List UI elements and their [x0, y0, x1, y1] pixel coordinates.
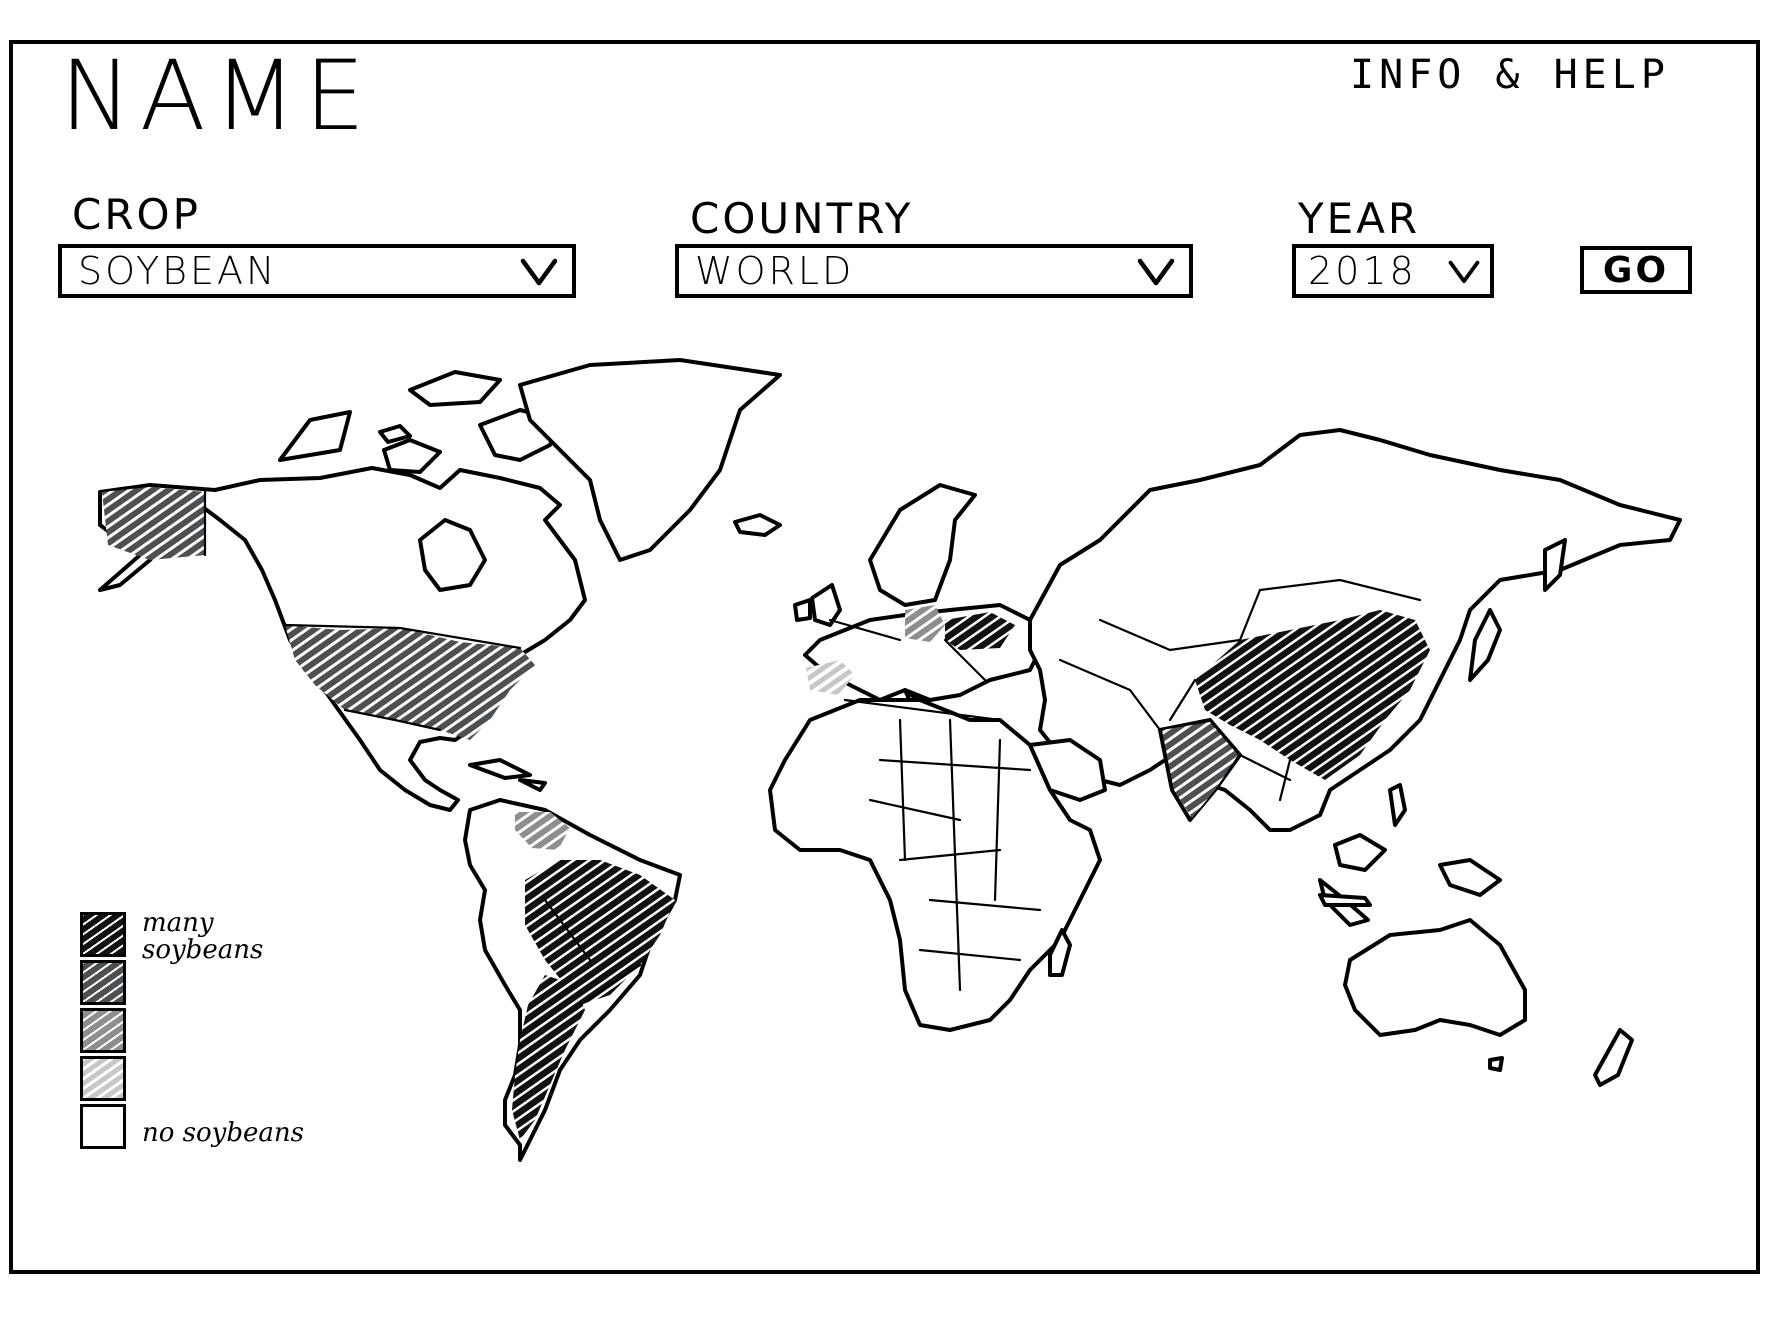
app-title: NAME: [60, 40, 373, 152]
region-china: [1195, 610, 1430, 780]
hudson-bay: [418, 518, 487, 592]
java: [1318, 893, 1372, 907]
japan: [1468, 608, 1502, 682]
iceland: [733, 513, 782, 537]
region-spain: [806, 660, 855, 695]
new-zealand: [1593, 1028, 1634, 1087]
year-select[interactable]: 2018: [1292, 244, 1494, 298]
region-ukraine: [945, 612, 1015, 650]
arabian-peninsula: [1028, 738, 1107, 802]
british-isles: [810, 583, 842, 627]
legend-low-label: no soybeans: [142, 1118, 304, 1148]
region-alaska: [102, 487, 205, 560]
crop-select-value: SOYBEAN: [78, 249, 278, 293]
country-select[interactable]: WORLD: [675, 244, 1193, 298]
legend-swatch-level-4: [80, 1104, 126, 1149]
region-venezuela: [515, 812, 570, 850]
crop-select[interactable]: SOYBEAN: [58, 244, 576, 298]
arctic-island: [378, 424, 412, 444]
cuba: [468, 758, 532, 780]
region-india: [1162, 722, 1238, 818]
legend-swatch-level-1: [80, 960, 126, 1005]
region-usa: [285, 625, 535, 740]
ireland: [793, 598, 812, 622]
year-select-value: 2018: [1308, 249, 1417, 293]
tasmania: [1488, 1056, 1504, 1072]
arctic-island: [278, 410, 352, 462]
africa-landmass: [768, 698, 1102, 1032]
chevron-down-icon: [1448, 260, 1480, 283]
new-guinea: [1438, 858, 1502, 897]
kamchatka: [1543, 538, 1567, 592]
greenland: [518, 358, 782, 562]
arctic-island: [408, 370, 502, 407]
region-brazil: [525, 860, 675, 1005]
philippines: [1388, 783, 1407, 827]
arctic-island: [382, 438, 442, 474]
country-label: COUNTRY: [690, 194, 914, 243]
legend-swatch-level-3: [80, 1056, 126, 1101]
crop-label: CROP: [72, 190, 201, 239]
country-select-value: WORLD: [695, 249, 855, 293]
region-argentina: [512, 975, 585, 1140]
app-frame: [9, 40, 1760, 1274]
hispaniola: [518, 778, 547, 792]
go-button[interactable]: GO: [1580, 246, 1692, 294]
legend-swatch-level-0: [80, 912, 126, 957]
borneo: [1333, 833, 1387, 872]
australia: [1343, 918, 1527, 1037]
info-help-link[interactable]: INFO & HELP: [1350, 52, 1670, 98]
scandinavia: [868, 483, 977, 607]
chevron-down-icon: [1137, 258, 1175, 286]
legend-high-label: many soybeans: [142, 908, 264, 965]
year-label: YEAR: [1298, 194, 1421, 243]
region-central-europe: [905, 605, 945, 642]
chevron-down-icon: [520, 258, 558, 286]
legend-swatch-level-2: [80, 1008, 126, 1053]
madagascar: [1048, 928, 1072, 977]
